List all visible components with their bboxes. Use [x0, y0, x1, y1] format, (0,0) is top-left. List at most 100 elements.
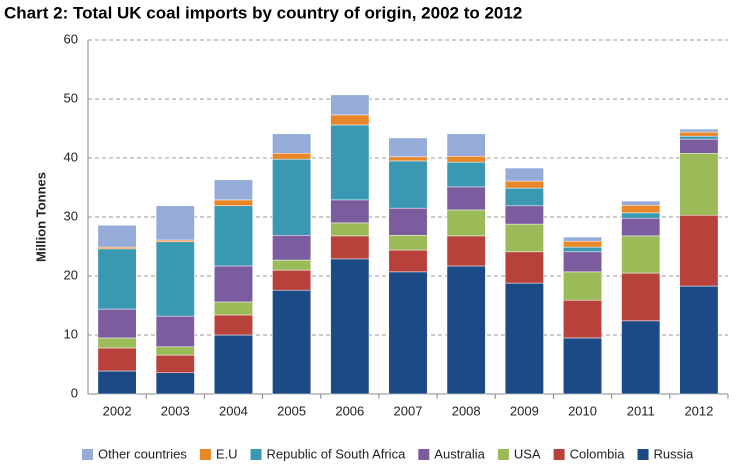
bar-segment: [504, 205, 544, 225]
bar-segment: [621, 212, 661, 219]
bar-segment: [155, 346, 195, 356]
bar-segment: [563, 240, 602, 248]
bar-segment: [272, 269, 312, 291]
bar-segment: [155, 354, 195, 374]
y-axis-label: Million Tonnes: [33, 172, 48, 262]
bar-segment: [330, 94, 370, 116]
x-tick-label: 2010: [568, 403, 597, 418]
bar-segment: [621, 200, 661, 206]
y-tick-label: 20: [64, 267, 78, 282]
y-tick-label: 10: [64, 326, 78, 341]
bar-segment: [563, 271, 602, 301]
bar-segment: [388, 160, 428, 209]
legend-label: E.U: [216, 446, 238, 461]
bar-segment: [272, 153, 312, 160]
bar-segment: [563, 246, 602, 253]
bar-segment: [679, 138, 719, 154]
bar-segment: [563, 337, 602, 395]
bar-segment: [504, 223, 544, 253]
x-tick-label: 2011: [627, 403, 655, 418]
bar-segment: [155, 205, 195, 241]
bar-segment: [563, 251, 602, 273]
bar-segment: [330, 222, 370, 237]
bar-segment: [621, 272, 661, 322]
legend-swatch: [82, 449, 93, 460]
bar-segment: [330, 258, 370, 395]
bar-segment: [621, 320, 661, 395]
bar-segment: [214, 314, 253, 336]
bar-segment: [388, 249, 428, 273]
y-tick-label: 40: [64, 149, 78, 164]
bar-segment: [504, 187, 544, 207]
bar-segment: [504, 282, 544, 395]
bar-segment: [214, 265, 253, 303]
legend-swatch: [497, 449, 509, 460]
bar-segment: [272, 289, 312, 395]
bar-segment: [214, 334, 253, 395]
legend-swatch: [637, 449, 649, 460]
bar-segment: [504, 251, 544, 284]
bar-segment: [330, 114, 370, 126]
bar-segment: [272, 235, 312, 261]
bar-segment: [679, 285, 719, 395]
legend-label: Republic of South Africa: [267, 446, 407, 461]
x-tick-label: 2007: [394, 403, 423, 418]
bar-segment: [446, 235, 486, 267]
bar-segment: [679, 214, 719, 287]
legend-label: Russia: [654, 446, 695, 461]
x-tick-label: 2004: [219, 403, 248, 418]
bar-segment: [446, 186, 486, 211]
bar-segment: [155, 239, 195, 243]
legend-swatch: [553, 449, 565, 460]
bar-segment: [388, 156, 428, 162]
bar-segment: [214, 179, 253, 201]
bar-segment: [563, 299, 602, 339]
bar-segment: [388, 207, 428, 236]
bar-segment: [504, 180, 544, 189]
bar-segment: [621, 204, 661, 214]
bar-segment: [214, 301, 253, 316]
bar-segment: [97, 246, 137, 250]
y-tick-label: 30: [64, 208, 78, 223]
y-tick-label: 50: [64, 90, 78, 105]
legend-swatch: [250, 449, 262, 460]
bar-segment: [563, 236, 602, 242]
bar-segment: [388, 235, 428, 251]
bar-segment: [330, 235, 370, 260]
x-tick-label: 2009: [510, 403, 539, 418]
legend-swatch: [199, 449, 211, 460]
x-tick-label: 2012: [684, 403, 713, 418]
bar-segment: [155, 372, 195, 395]
bar-segment: [446, 133, 486, 157]
bar-segment: [621, 217, 661, 237]
bar-segment: [446, 209, 486, 237]
bar-segment: [446, 155, 486, 163]
legend-label: Other countries: [98, 446, 187, 461]
x-tick-label: 2008: [452, 403, 481, 418]
bar-segment: [388, 137, 428, 158]
bar-segment: [97, 370, 137, 395]
bar-segment: [679, 131, 719, 137]
bar-segment: [621, 235, 661, 274]
bar-segment: [97, 337, 137, 349]
bar-segment: [679, 135, 719, 140]
legend-swatch: [418, 449, 430, 460]
bar-segment: [388, 271, 428, 395]
x-tick-label: 2003: [161, 403, 190, 418]
x-tick-label: 2006: [335, 403, 364, 418]
legend-label: Australia: [434, 446, 485, 461]
bar-segment: [97, 248, 137, 310]
bar-segment: [155, 315, 195, 348]
bar-segment: [446, 161, 486, 188]
legend-label: Colombia: [570, 446, 626, 461]
bar-segment: [679, 153, 719, 216]
bar-segment: [330, 124, 370, 201]
bar-segment: [97, 347, 137, 372]
chart-title: Chart 2: Total UK coal imports by countr…: [4, 3, 522, 22]
x-tick-label: 2002: [103, 403, 132, 418]
bar-segment: [97, 308, 137, 339]
y-tick-label: 60: [64, 31, 78, 46]
bar-segment: [214, 205, 253, 267]
bar-segment: [272, 259, 312, 271]
